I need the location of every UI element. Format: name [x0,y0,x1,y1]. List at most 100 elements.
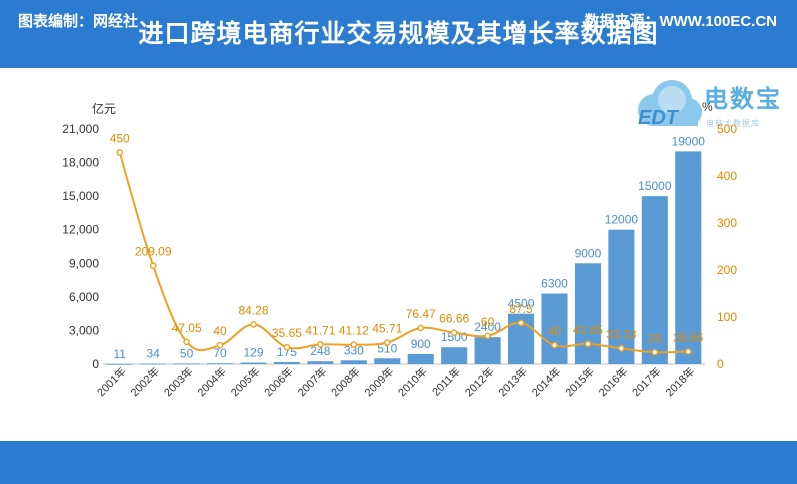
logo-mark: EDT [638,107,680,129]
line-point [517,319,525,327]
bar [106,363,133,365]
bar-data-label: 50 [180,346,194,360]
line-data-label: 40 [213,324,227,338]
bar-data-label: 4500 [508,297,535,311]
bar [307,361,334,364]
bar [541,293,568,364]
line-point [216,341,224,349]
x-tick-label: 2010年 [395,364,430,399]
line-point [350,341,358,348]
line-data-label: 45.71 [372,322,402,336]
line-data-label: 209.09 [135,245,172,259]
line-data-label: 84.28 [238,303,268,317]
line-point [283,343,291,351]
line-point [149,262,157,270]
title-banner [0,0,797,68]
line-point [116,149,124,156]
y2-axis-label: % [702,100,713,114]
bar [340,360,367,364]
x-tick-label: 2005年 [228,364,263,399]
line-point [484,332,491,340]
footer-source: 数据来源：WWW.100EC.CN [584,13,777,30]
bar [240,362,267,364]
bar [207,363,234,365]
line-data-label: 41.71 [305,323,335,337]
line-data-label: 60 [481,315,495,329]
bar [474,337,501,364]
y-tick-label: 6,000 [69,290,99,304]
bar-data-label: 19000 [672,134,706,148]
line-data-label: 42.85 [573,323,603,337]
x-tick-label: 2015年 [562,364,597,399]
y2-tick-label: 300 [717,216,737,230]
y2-tick-label: 500 [717,122,737,136]
line-data-label: 76.47 [406,307,436,321]
x-tick-label: 2018年 [662,364,697,399]
line-data-label: 87.5 [509,302,533,316]
bar-data-label: 70 [213,346,227,360]
line-point [651,348,659,356]
bar-data-label: 11 [113,347,126,361]
logo-subtitle: 电商大数据库 [706,119,760,128]
x-tick-label: 2016年 [596,364,631,399]
cloud-logo-icon [638,80,702,126]
bar [173,363,200,365]
bar [441,347,468,364]
line-data-label: 40 [548,324,562,338]
line-point [618,345,625,352]
y2-tick-label: 0 [717,357,724,371]
bar-data-label: 6300 [541,277,568,291]
bar [641,196,668,364]
line-point [684,348,692,355]
y2-tick-label: 200 [717,263,737,277]
x-tick-label: 2008年 [328,364,363,399]
x-tick-label: 2011年 [429,364,463,398]
x-tick-label: 2003年 [161,364,196,399]
logo-mark-text: EDT [638,107,680,129]
x-tick-label: 2002年 [127,364,162,399]
y-tick-label: 12,000 [62,223,99,237]
line-data-label: 47.05 [172,321,202,335]
y2-tick-label: 100 [717,310,737,324]
y2-tick-label: 400 [717,169,737,183]
line-data-label: 25 [648,331,662,345]
bar [675,151,702,364]
line-data-label: 450 [110,132,130,146]
line-point [383,339,391,346]
bar-data-label: 330 [344,343,364,357]
line-data-label: 26.66 [673,330,703,344]
x-tick-label: 2014年 [529,364,564,399]
line-data-label: 35.65 [272,326,302,340]
bar-data-label: 248 [310,344,330,358]
y-tick-label: 21,000 [62,122,99,136]
bar [608,229,635,364]
bar [140,363,167,365]
x-tick-label: 2009年 [361,364,396,399]
y-tick-label: 9,000 [69,256,99,270]
line-data-label: 41.12 [339,324,369,338]
line-point [417,324,425,332]
line-point [450,329,458,336]
x-tick-label: 2007年 [295,364,330,399]
line-data-label: 66.66 [439,312,469,326]
bar-data-label: 129 [243,346,263,360]
logo-text: 电数宝 [704,86,782,113]
y-tick-label: 0 [92,357,99,371]
y-tick-label: 3,000 [69,323,99,337]
bar-data-label: 34 [146,347,160,361]
line-data-label: 33.33 [606,327,636,341]
y-axis-label: 亿元 [92,101,116,116]
bar-data-label: 900 [411,337,431,351]
bar [374,358,401,364]
bar-data-label: 2400 [474,320,501,334]
bar [273,362,300,364]
footer-credit: 图表编制：网经社 [18,13,139,30]
y-tick-label: 18,000 [62,156,99,170]
bar [574,263,601,364]
line-point [551,341,558,349]
growth-rate-line [118,152,689,354]
x-tick-label: 2013年 [495,364,530,399]
line-point [250,321,257,328]
